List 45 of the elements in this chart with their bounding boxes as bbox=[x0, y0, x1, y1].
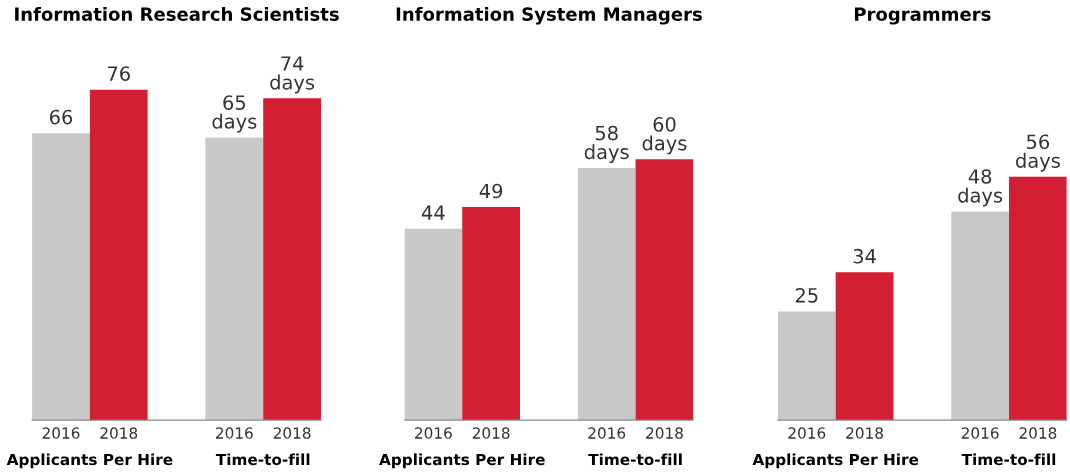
bar bbox=[835, 272, 894, 421]
bar bbox=[777, 311, 836, 421]
bar bbox=[205, 137, 264, 421]
chart-title: Information System Managers bbox=[396, 6, 702, 25]
x-tick-label: 2016 bbox=[788, 427, 826, 439]
bar bbox=[635, 159, 694, 421]
bar bbox=[263, 98, 321, 421]
x-tick-label: 2018 bbox=[273, 427, 311, 439]
text: Time-to-fill bbox=[588, 453, 682, 466]
x-tick-label: 2018 bbox=[646, 427, 683, 439]
data-label: 34 bbox=[853, 248, 876, 264]
x-tick-label: 2016 bbox=[961, 427, 999, 439]
data-label: 58 days bbox=[584, 125, 629, 163]
data-label: 66 bbox=[49, 109, 73, 125]
bar bbox=[404, 228, 463, 421]
text: Applicants Per Hire bbox=[379, 453, 545, 469]
bar bbox=[462, 207, 521, 421]
bar bbox=[32, 133, 90, 421]
data-label: 49 bbox=[479, 183, 503, 199]
text: Applicants Per Hire bbox=[752, 453, 919, 469]
chart-title: Information Research Scientists bbox=[15, 6, 339, 21]
data-label: 65 days bbox=[212, 95, 257, 133]
text: Applicants Per Hire bbox=[6, 453, 173, 469]
bar bbox=[577, 167, 636, 421]
data-label: 74 days bbox=[270, 56, 315, 94]
x-tick-label: 2016 bbox=[415, 427, 452, 439]
x-tick-label: 2016 bbox=[42, 427, 80, 439]
data-label: 56 days bbox=[1016, 134, 1060, 172]
x-tick-label: 2018 bbox=[1019, 427, 1057, 439]
x-tick-label: 2018 bbox=[100, 427, 138, 439]
x-tick-label: 2018 bbox=[472, 427, 510, 439]
data-label: 44 bbox=[421, 205, 445, 220]
data-label: 25 bbox=[795, 287, 818, 303]
chart-title: Programmers bbox=[854, 7, 991, 25]
x-tick-label: 2016 bbox=[588, 427, 626, 439]
data-label: 60 days bbox=[642, 116, 687, 155]
data-label: 76 bbox=[107, 66, 130, 81]
bar bbox=[89, 89, 148, 421]
text: Time-to-fill bbox=[215, 453, 310, 466]
data-label: 48 days bbox=[958, 169, 1003, 207]
text: Time-to-fill bbox=[961, 453, 1056, 466]
bar bbox=[951, 211, 1010, 421]
bar bbox=[1009, 176, 1067, 421]
x-tick-label: 2018 bbox=[846, 427, 883, 439]
x-tick-label: 2016 bbox=[216, 427, 253, 439]
